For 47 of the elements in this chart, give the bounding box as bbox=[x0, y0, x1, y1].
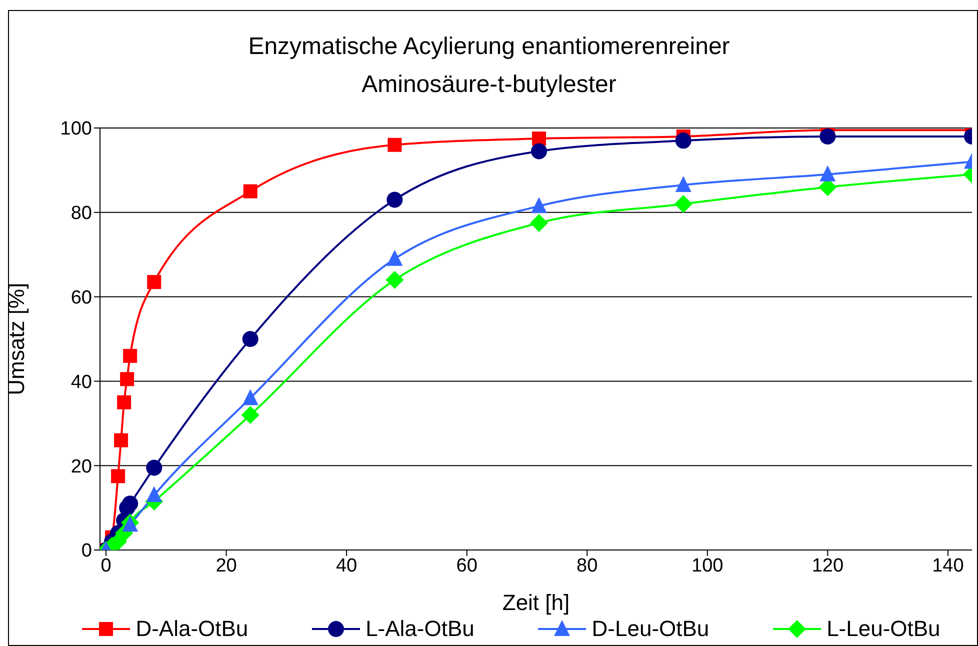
x-tick-label: 20 bbox=[216, 555, 237, 576]
x-tick-label: 120 bbox=[812, 555, 844, 576]
point bbox=[531, 143, 548, 160]
y-tick-label: 60 bbox=[70, 288, 92, 309]
point bbox=[111, 469, 126, 484]
y-tick-label: 100 bbox=[60, 118, 92, 140]
point bbox=[675, 176, 692, 192]
point bbox=[114, 433, 128, 448]
y-tick-label: 80 bbox=[70, 203, 92, 224]
point bbox=[388, 138, 402, 152]
point bbox=[531, 197, 548, 214]
legend-label: D-Ala-OtBu bbox=[136, 616, 248, 642]
point bbox=[532, 132, 546, 146]
point bbox=[242, 331, 258, 347]
point bbox=[243, 184, 258, 198]
y-tick-label: 0 bbox=[81, 540, 92, 562]
point bbox=[674, 194, 692, 213]
y-tick-label: 20 bbox=[70, 456, 92, 478]
point bbox=[122, 496, 138, 512]
legend-label: L-Leu-OtBu bbox=[826, 616, 940, 642]
point bbox=[386, 270, 404, 289]
point bbox=[820, 128, 836, 144]
point bbox=[146, 486, 162, 502]
legend-label: L-Ala-OtBu bbox=[366, 616, 474, 642]
chart-title: Enzymatische Acylierung enantiomerenreiner Aminosäure-t-butylester bbox=[247, 32, 731, 100]
x-tick-label: 60 bbox=[456, 555, 478, 576]
x-tick-label: 100 bbox=[692, 555, 724, 576]
point bbox=[820, 165, 836, 182]
x-tick-label: 0 bbox=[100, 555, 112, 576]
point bbox=[146, 460, 162, 476]
legend-label: D-Leu-OtBu bbox=[592, 616, 710, 642]
x-tick-label: 140 bbox=[932, 555, 964, 576]
x-tick-label: 80 bbox=[576, 555, 598, 576]
y-tick-label: 40 bbox=[70, 372, 92, 393]
point bbox=[386, 192, 403, 208]
x-tick-label: 40 bbox=[336, 555, 358, 576]
x-axis-title: Zeit [h] bbox=[502, 590, 570, 615]
point bbox=[530, 214, 548, 232]
point bbox=[117, 395, 132, 410]
point bbox=[120, 372, 134, 386]
point bbox=[241, 406, 260, 424]
point bbox=[242, 389, 258, 406]
point bbox=[675, 132, 692, 149]
point bbox=[386, 250, 403, 266]
point bbox=[147, 275, 162, 290]
point bbox=[123, 348, 138, 363]
y-axis-title: Umsatz [%] bbox=[4, 282, 29, 396]
